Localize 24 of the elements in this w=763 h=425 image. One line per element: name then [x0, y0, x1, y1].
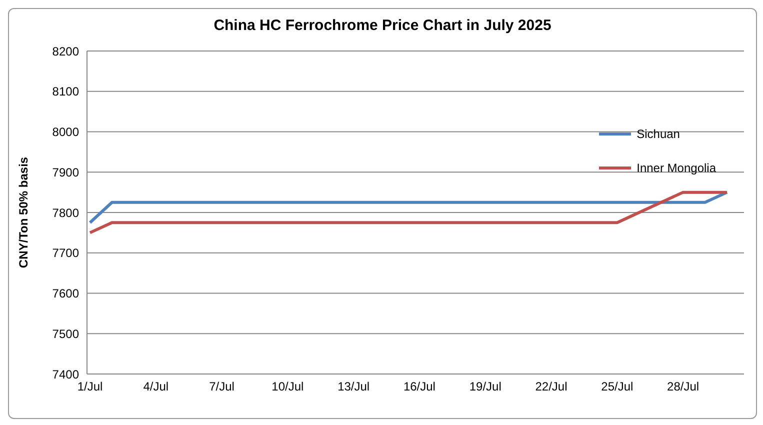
y-tick-label: 8000 [52, 125, 80, 140]
x-tick-label: 19/Jul [469, 380, 502, 394]
y-tick-label: 7500 [52, 326, 80, 341]
x-tick-label: 28/Jul [667, 380, 700, 394]
line-series [88, 190, 728, 234]
x-tick-label: 1/Jul [77, 380, 103, 394]
y-tick-label: 7400 [52, 367, 80, 382]
x-tick-label: 22/Jul [535, 380, 568, 394]
y-tick-label: 7900 [52, 165, 80, 180]
y-axis-title: CNY/Ton 50% basis [16, 156, 30, 268]
legend-label: Inner Mongolia [636, 161, 716, 175]
y-tick-label: 7600 [52, 286, 80, 301]
legend-label: Sichuan [636, 127, 680, 141]
x-tick-label: 16/Jul [403, 380, 436, 394]
x-tick-label: 25/Jul [601, 380, 634, 394]
y-tick-label: 7800 [52, 206, 80, 220]
y-tick-label: 7700 [52, 246, 80, 260]
y-tick-label: 8100 [52, 84, 80, 99]
y-tick-label: 8200 [52, 44, 80, 58]
x-tick-label: 13/Jul [338, 380, 370, 394]
x-tick-label: 10/Jul [272, 380, 304, 394]
x-tick-label: 4/Jul [143, 380, 169, 394]
chart-title: China HC Ferrochrome Price Chart in July 2025 [212, 17, 552, 34]
x-tick-label: 7/Jul [209, 380, 234, 394]
